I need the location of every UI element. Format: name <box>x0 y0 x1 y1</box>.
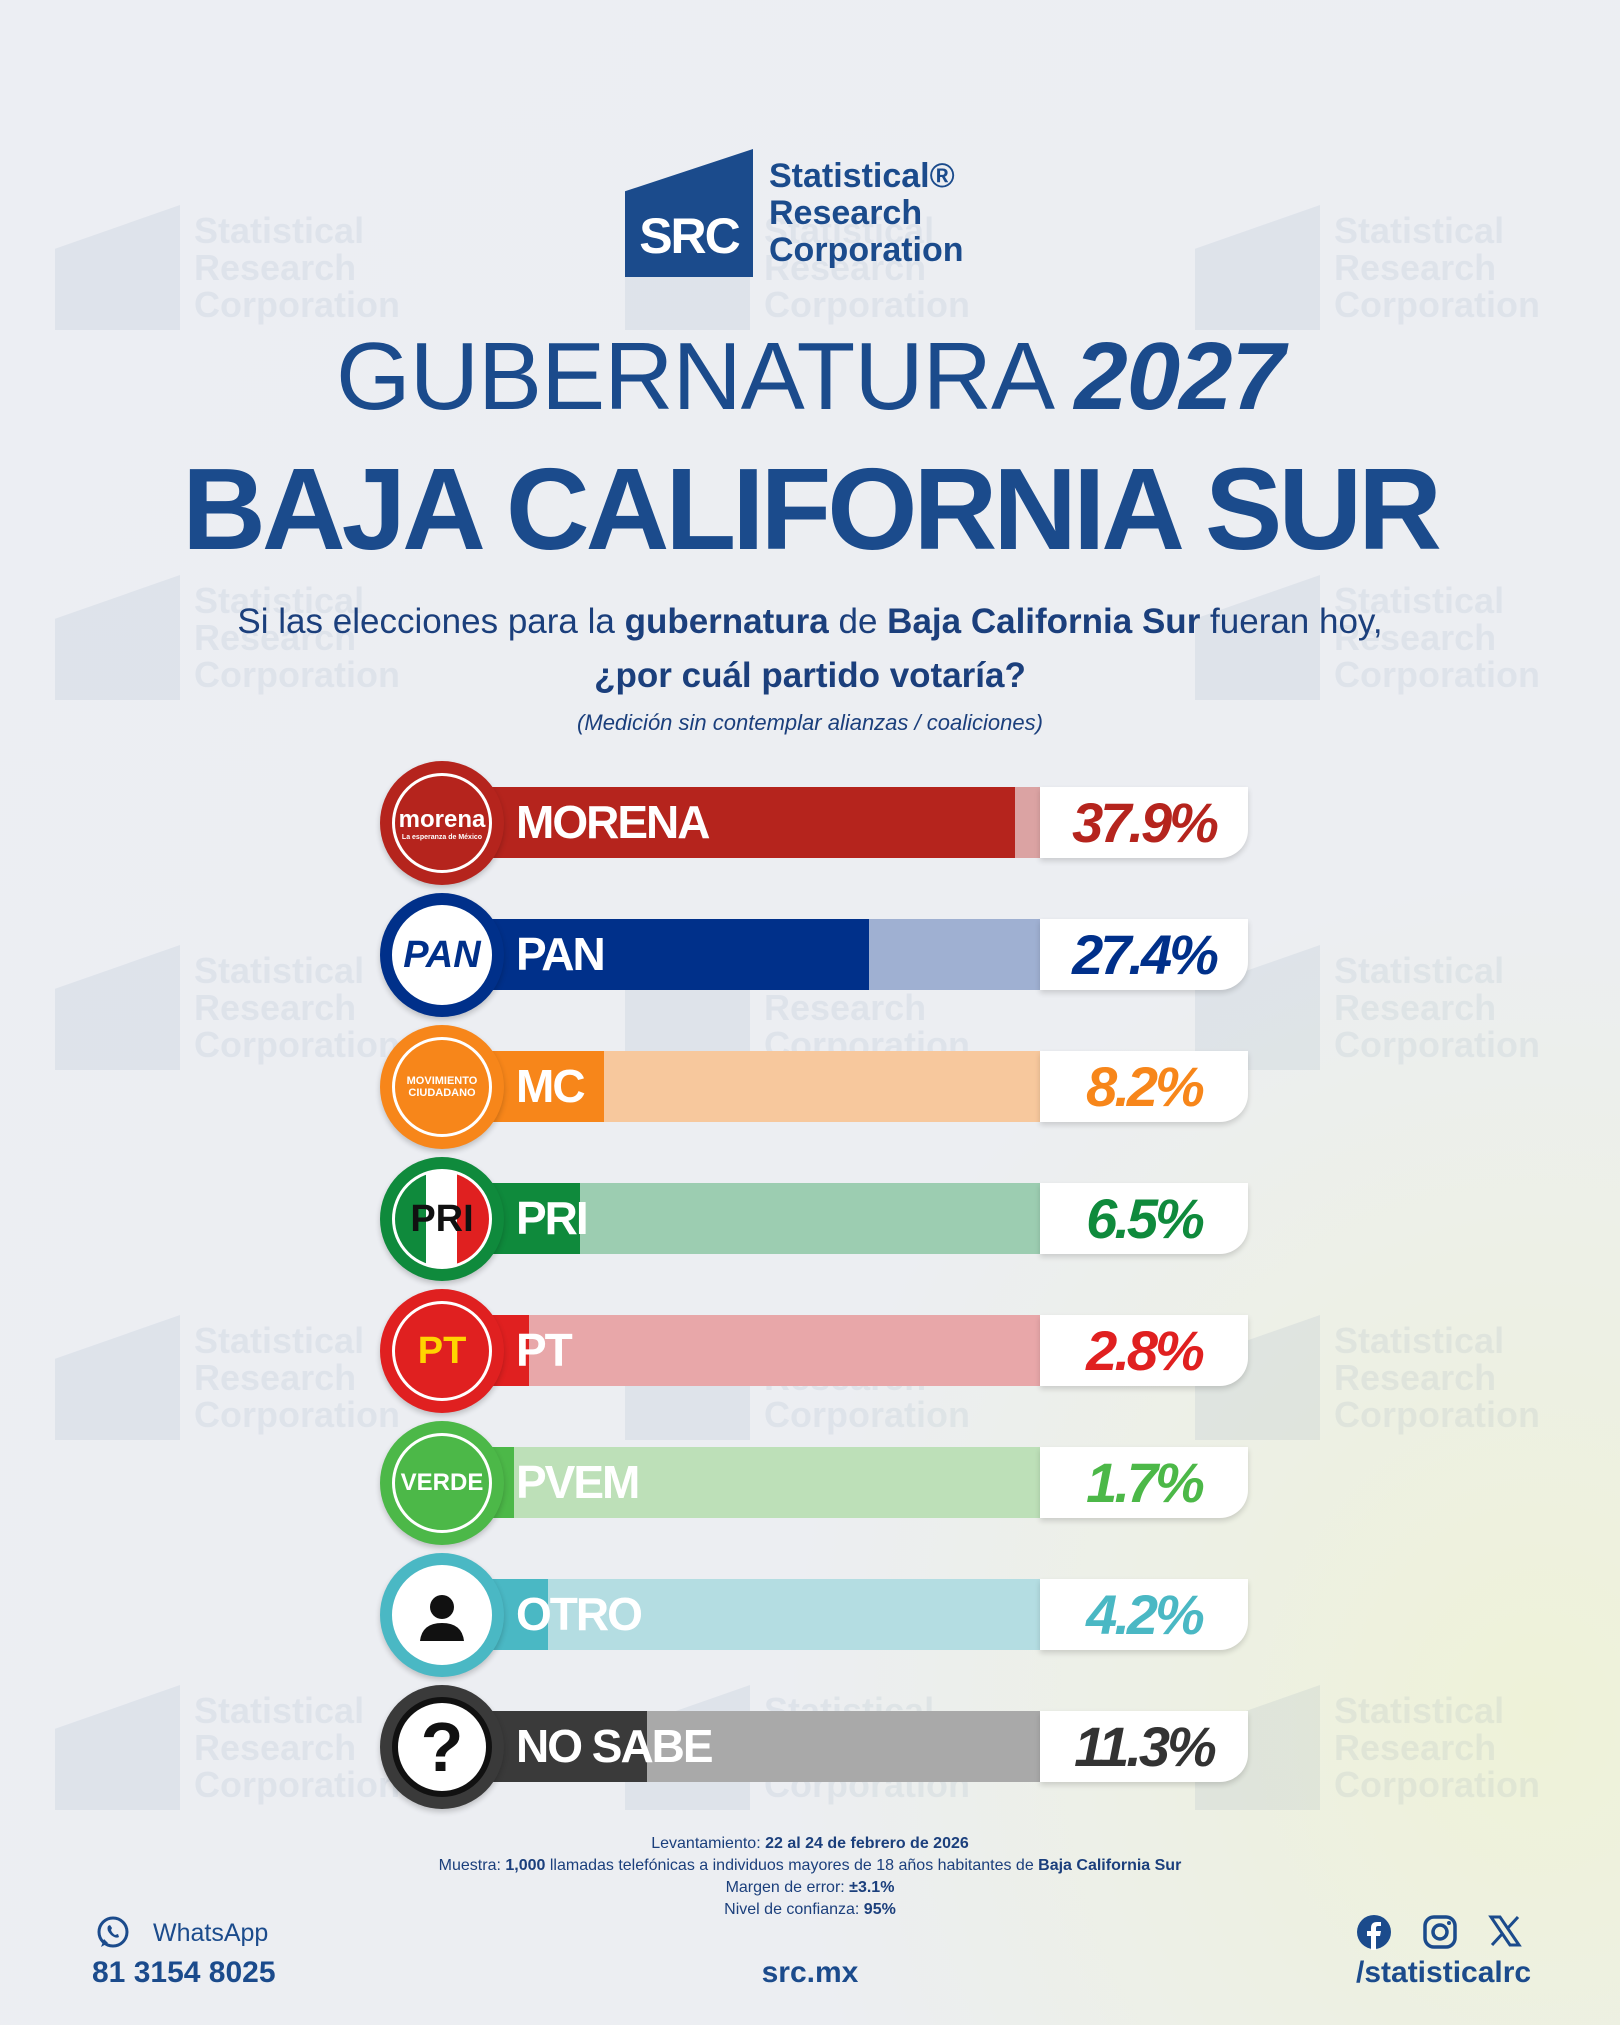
party-logo: ? <box>380 1685 504 1809</box>
bar-row: MC 8.2% MOVIMIENTO CIUDADANO <box>380 1025 1250 1149</box>
party-label: NO SABE <box>516 1720 714 1772</box>
bar-track <box>480 1051 1040 1122</box>
bar-track <box>480 1711 1040 1782</box>
bar-track <box>480 919 1040 990</box>
value-label: 6.5% <box>1040 1183 1248 1254</box>
methodology: Levantamiento: 22 al 24 de febrero de 20… <box>438 1835 1182 1918</box>
bar-fill <box>480 787 1015 858</box>
party-logo-inner <box>392 1565 492 1665</box>
bar-row: PVEM 1.7% VERDE <box>380 1421 1250 1545</box>
party-logo: PAN <box>380 893 504 1017</box>
party-logo-subtext: La esperanza de México <box>401 833 483 841</box>
party-logo-inner: VERDE <box>392 1433 492 1533</box>
party-logo-text: MOVIMIENTO CIUDADANO <box>406 1075 478 1099</box>
bar-fill <box>480 919 870 990</box>
question-icon: ? <box>420 1708 464 1786</box>
social-handle[interactable]: /statisticalrc <box>1356 1956 1532 1989</box>
party-logo-inner: PRI <box>392 1169 492 1269</box>
party-label: OTRO <box>516 1588 643 1640</box>
page-subtitle: BAJA CALIFORNIA SUR <box>182 444 1442 574</box>
instagram-icon[interactable] <box>1422 1914 1458 1950</box>
whatsapp-link[interactable]: WhatsApp <box>95 1915 268 1951</box>
party-label: MC <box>516 1060 586 1112</box>
logo-mark: SRC <box>625 149 753 277</box>
value-label: 2.8% <box>1040 1315 1248 1386</box>
page-title: GUBERNATURA 2027 <box>336 323 1285 430</box>
website-link[interactable]: src.mx <box>761 1956 859 1989</box>
party-logo-inner: PT <box>392 1301 492 1401</box>
value-label: 37.9% <box>1040 787 1248 858</box>
whatsapp-icon <box>97 1916 129 1948</box>
party-logo-text: PAN <box>403 933 481 976</box>
phone-number[interactable]: 81 3154 8025 <box>92 1956 276 1989</box>
party-logo-inner: ? <box>392 1697 492 1797</box>
value-label: 1.7% <box>1040 1447 1248 1518</box>
value-label: 8.2% <box>1040 1051 1248 1122</box>
value-label: 27.4% <box>1040 919 1248 990</box>
value-label: 11.3% <box>1040 1711 1248 1782</box>
party-logo: VERDE <box>380 1421 504 1545</box>
bar-row: PRI 6.5% PRI <box>380 1157 1250 1281</box>
bar-row: OTRO 4.2% <box>380 1553 1250 1677</box>
bar-row: NO SABE 11.3% ? <box>380 1685 1250 1809</box>
social-icons <box>1356 1914 1522 1950</box>
bar-track <box>480 1447 1040 1518</box>
party-logo: PRI <box>380 1157 504 1281</box>
survey-question: Si las elecciones para la gubernatura de… <box>237 602 1383 695</box>
x-icon[interactable] <box>1488 1914 1522 1948</box>
party-label: PRI <box>516 1192 589 1244</box>
party-logo: MOVIMIENTO CIUDADANO <box>380 1025 504 1149</box>
party-logo: morena La esperanza de México <box>380 761 504 885</box>
party-label: PVEM <box>516 1456 640 1508</box>
bar-track <box>480 787 1040 858</box>
party-label: PAN <box>516 928 606 980</box>
party-logo-inner: MOVIMIENTO CIUDADANO <box>392 1037 492 1137</box>
survey-note: (Medición sin contemplar alianzas / coal… <box>577 710 1043 735</box>
bar-row: MORENA 37.9% morena La esperanza de Méxic… <box>380 761 1250 885</box>
party-logo-text: morena <box>398 805 486 833</box>
bar-fill <box>480 1711 647 1782</box>
bar-row: PT 2.8% PT <box>380 1289 1250 1413</box>
party-logo: PT <box>380 1289 504 1413</box>
party-logo <box>380 1553 504 1677</box>
party-logo-inner: morena La esperanza de México <box>392 773 492 873</box>
party-label: MORENA <box>516 796 710 848</box>
bar-row: PAN 27.4% PAN <box>380 893 1250 1017</box>
facebook-icon[interactable] <box>1356 1914 1392 1950</box>
party-label: PT <box>516 1324 573 1376</box>
party-logo-text: PRI <box>410 1197 474 1240</box>
person-icon <box>420 1595 464 1641</box>
party-logo-inner: PAN <box>392 905 492 1005</box>
party-logo-text: VERDE <box>400 1469 484 1496</box>
src-logo: SRC Statistical® Research Corporation <box>625 149 964 277</box>
value-label: 4.2% <box>1040 1579 1248 1650</box>
party-logo-text: PT <box>417 1329 467 1372</box>
